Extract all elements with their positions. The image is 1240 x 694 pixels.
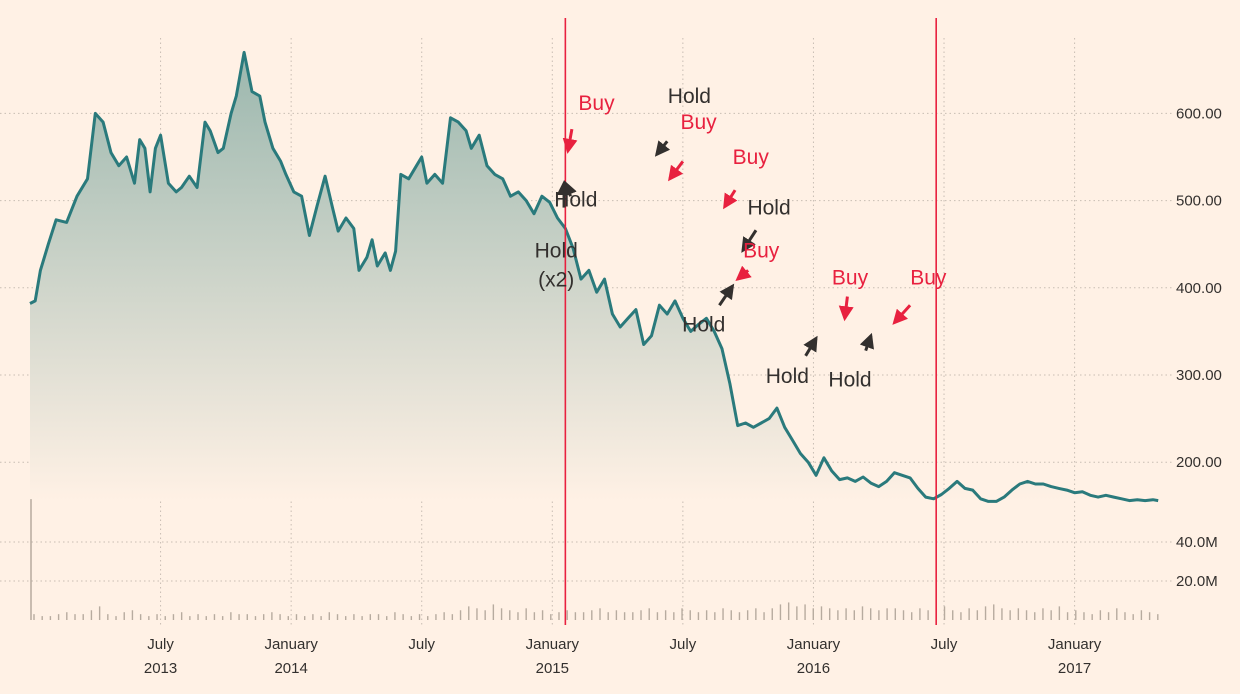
volume-tick-label: 40.0M	[1176, 534, 1218, 551]
buy-label: Buy	[733, 146, 770, 169]
buy-label: Buy	[910, 266, 947, 289]
hold-label: Hold	[535, 239, 578, 262]
buy-arrow	[735, 265, 752, 282]
hold-arrow	[562, 180, 577, 198]
y-tick-label: 600.00	[1176, 105, 1222, 122]
x-axis-ticks: July 2013 January 2014 July January 2015 July Ja…	[144, 636, 1102, 677]
y-axis-ticks: 200.00 300.00 400.00 500.00 600.00 40.0M 20.0M	[1176, 105, 1222, 590]
x-tick-label: January	[787, 636, 841, 653]
x-tick-label: January	[1048, 636, 1102, 653]
buy-label: Buy	[578, 92, 615, 115]
hold-arrow	[859, 332, 874, 352]
hold-arrow	[654, 140, 671, 157]
x-tick-year-label: 2015	[536, 660, 569, 677]
annotations: Buy Hold (x2) Hold Hold Buy Buy Hold Buy Buy Buy Ho…	[535, 85, 947, 391]
hold-label: Hold	[668, 85, 711, 108]
buy-label: Buy	[832, 266, 869, 289]
price-area-fill	[30, 52, 1159, 502]
y-tick-label: 300.00	[1176, 367, 1222, 384]
hold-label: Hold	[828, 368, 871, 391]
price-line-series	[29, 50, 1159, 503]
hold-label: Hold	[766, 365, 809, 388]
x-tick-label: July	[931, 636, 958, 653]
buy-arrow	[838, 296, 854, 322]
x-tick-label: July	[670, 636, 697, 653]
y-tick-label: 400.00	[1176, 280, 1222, 297]
hold-label: Hold	[682, 313, 725, 336]
volume-tick-label: 20.0M	[1176, 573, 1218, 590]
volume-layer	[30, 499, 1159, 620]
buy-arrow	[562, 128, 578, 154]
buy-label: Buy	[743, 239, 780, 262]
buy-label: Buy	[680, 111, 717, 134]
x-tick-label: January	[526, 636, 580, 653]
x-tick-year-label: 2016	[797, 660, 830, 677]
x-tick-label: July	[147, 636, 174, 653]
hold-arrow	[741, 229, 758, 253]
x-tick-year-label: 2017	[1058, 660, 1091, 677]
y-tick-label: 500.00	[1176, 193, 1222, 210]
area-layer	[29, 50, 1159, 503]
buy-arrow	[892, 304, 912, 325]
hold-arrow	[803, 335, 818, 357]
hold-label-count: (x2)	[538, 268, 574, 291]
buy-arrow	[668, 160, 685, 182]
x-tick-year-label: 2014	[274, 660, 307, 677]
hold-label: Hold	[554, 189, 597, 212]
hold-arrow	[718, 283, 735, 307]
x-tick-label: July	[408, 636, 435, 653]
x-tick-year-label: 2013	[144, 660, 177, 677]
hold-label: Hold	[747, 197, 790, 220]
x-tick-label: January	[264, 636, 318, 653]
vertical-markers	[564, 18, 937, 625]
y-tick-label: 200.00	[1176, 454, 1222, 471]
buy-arrow	[723, 189, 738, 210]
